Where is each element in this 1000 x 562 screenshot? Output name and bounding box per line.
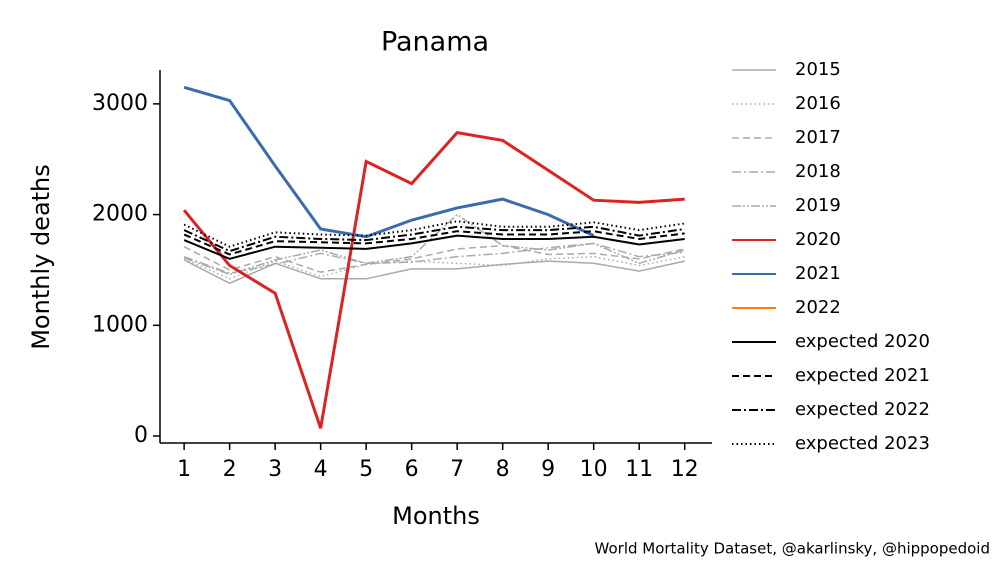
legend-label: expected 2020: [795, 331, 930, 352]
x-tick-label: 1: [177, 457, 191, 482]
x-tick-label: 8: [496, 457, 510, 482]
series-line: [183, 244, 685, 273]
y-axis-label: Monthly deaths: [27, 164, 55, 350]
series-line: [183, 255, 685, 280]
legend-label: expected 2021: [795, 365, 930, 386]
legend-label: 2020: [795, 229, 841, 250]
series-line: [183, 259, 685, 285]
series-line: [183, 230, 685, 256]
legend-label: 2015: [795, 59, 841, 80]
legend-label: expected 2022: [795, 399, 930, 420]
source-note: World Mortality Dataset, @akarlinsky, @h…: [595, 540, 990, 558]
y-tick-label: 3000: [92, 91, 148, 116]
series-line: [183, 220, 685, 248]
x-tick-label: 12: [671, 457, 699, 482]
x-tick-label: 3: [268, 457, 282, 482]
series-line: [183, 242, 685, 275]
series-line: [183, 234, 685, 260]
x-tick-label: 10: [580, 457, 608, 482]
legend-label: 2018: [795, 161, 841, 182]
x-tick-label: 6: [405, 457, 419, 482]
y-tick-label: 2000: [92, 202, 148, 227]
series-line: [182, 131, 685, 429]
x-tick-label: 4: [314, 457, 328, 482]
y-tick-label: 0: [134, 423, 148, 448]
series-line: [183, 225, 685, 253]
legend-label: 2022: [795, 297, 841, 318]
series-line: [183, 85, 595, 239]
x-tick-label: 5: [359, 457, 373, 482]
legend-label: 2016: [795, 93, 841, 114]
legend-label: 2021: [795, 263, 841, 284]
x-tick-label: 2: [223, 457, 237, 482]
x-tick-label: 11: [625, 457, 653, 482]
x-tick-label: 7: [450, 457, 464, 482]
x-tick-label: 9: [541, 457, 555, 482]
chart-title: Panama: [381, 27, 489, 58]
legend-label: 2017: [795, 127, 841, 148]
legend-label: expected 2023: [795, 433, 930, 454]
x-axis-label: Months: [392, 502, 480, 530]
y-tick-label: 1000: [92, 312, 148, 337]
legend-label: 2019: [795, 195, 841, 216]
